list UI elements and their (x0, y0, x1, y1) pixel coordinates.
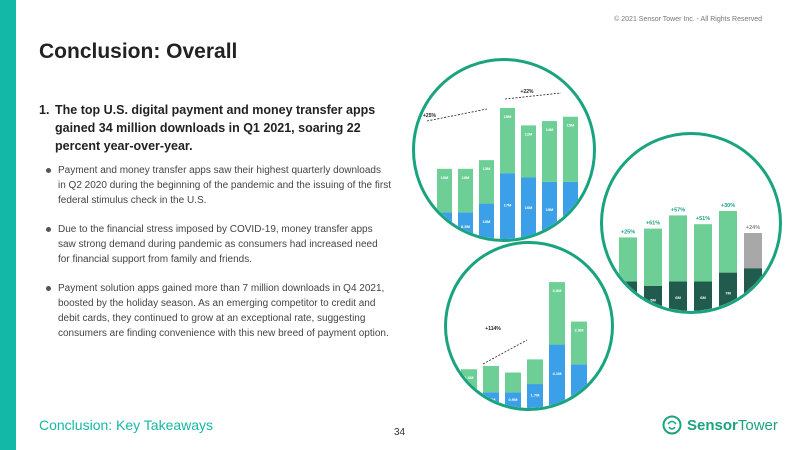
bar-segment-bottom (719, 272, 737, 311)
chart-circle-payment-solutions: 1.6M 1.2M 0.9M 1.7M 3.8M 4.1M 2.9M +114% (444, 241, 614, 411)
bar-segment-top (744, 233, 762, 269)
trend-arrow-line (504, 92, 562, 100)
bar-label-bottom: 4.1M (553, 371, 563, 376)
bar-label-top: 15M (504, 114, 512, 119)
bar-segment-bottom (521, 177, 536, 239)
bar-label-top: 13M (483, 166, 491, 171)
bar-label-top: 12M (525, 131, 533, 136)
bar-label-top: 10M (462, 175, 470, 180)
bar-segment-bottom (644, 285, 662, 311)
bar-segment-top (483, 365, 499, 393)
growth-annotation: +51% (696, 216, 710, 222)
bar-segment-bottom (542, 181, 557, 239)
bar-segment-bottom (571, 364, 587, 408)
bar-segment-top (500, 108, 515, 174)
bar-label-bottom: 6M (675, 295, 681, 300)
bar-label-bottom: 17M (504, 202, 512, 207)
bar-label-bottom: 16M (525, 205, 533, 210)
bar-segment-bottom (500, 173, 515, 239)
bullet-item: Payment and money transfer apps saw thei… (46, 163, 391, 208)
bar-segment-top (644, 228, 662, 286)
copyright-text: © 2021 Sensor Tower Inc. - All Rights Re… (614, 16, 762, 23)
bar-label-top: 2.9M (575, 328, 585, 333)
accent-side-bar (0, 0, 16, 450)
trend-arrow-line (426, 108, 488, 122)
bar-label-bottom: 7M (725, 290, 731, 295)
bar-segment-bottom (563, 181, 578, 239)
bar-segment-top (458, 168, 473, 213)
bar-label-top: 14M (546, 127, 554, 132)
bar-segment-bottom (479, 203, 494, 239)
bar-segment-bottom (437, 212, 452, 239)
page-title: Conclusion: Overall (39, 40, 238, 63)
heading-number: 1. (39, 103, 50, 117)
bar-segment-top (619, 237, 637, 282)
bar-segment-top (505, 372, 521, 393)
top-apps-chart: 5M 6M 6M 7M +25% +61% +57% +51% +30% +24% (619, 203, 762, 311)
bar-segment-top (694, 224, 712, 282)
bar-segment-bottom (458, 212, 473, 239)
bar-label-bottom: 5M (650, 298, 656, 303)
payment-solutions-chart: 1.6M 1.2M 0.9M 1.7M 3.8M 4.1M 2.9M +114% (461, 282, 587, 408)
bar-segment-top (521, 125, 536, 178)
growth-annotation: +61% (646, 221, 660, 227)
chart-circle-money-transfer: 10M 10M 8.5M 13M 10M 15M 17M 12M 16M 14M 15M 15M +25… (412, 58, 596, 242)
logo-text-bold: Sensor (687, 416, 738, 434)
bar-segment-bottom (461, 393, 477, 408)
bar-label-bottom: 1.2M (487, 397, 497, 402)
bar-segment-top (479, 160, 494, 204)
chart-circle-top-apps: 5M 6M 6M 7M +25% +61% +57% +51% +30% +24% (600, 132, 782, 314)
bar-segment-bottom (549, 344, 565, 408)
bar-segment-top (527, 359, 543, 385)
bar-label-bottom: 1.7M (531, 393, 541, 398)
bar-segment-bottom (694, 281, 712, 311)
bar-segment-bottom (505, 392, 521, 408)
bar-label-bottom: 6M (700, 295, 706, 300)
money-transfer-chart: 10M 10M 8.5M 13M 10M 15M 17M 12M 16M 14M 15M 15M +25… (423, 89, 578, 239)
bar-label-top: 1.6M (465, 375, 475, 380)
bar-label-top: 10M (441, 175, 449, 180)
bar-segment-top (461, 369, 477, 394)
growth-annotation: +24% (746, 225, 760, 231)
bullet-list: Payment and money transfer apps saw thei… (46, 163, 391, 355)
bar-segment-top (669, 215, 687, 282)
growth-annotation: +22% (521, 89, 534, 95)
growth-annotation: +114% (485, 326, 501, 332)
trend-arrow-line (482, 339, 528, 365)
bar-label-top: 3.8M (553, 288, 563, 293)
growth-annotation: +25% (423, 113, 436, 119)
bar-label-bottom: 8.5M (461, 224, 471, 229)
bar-segment-top (571, 321, 587, 365)
growth-annotation: +25% (621, 229, 635, 235)
page-number: 34 (394, 427, 406, 438)
bar-segment-bottom (483, 392, 499, 408)
bar-label-top: 15M (567, 123, 575, 128)
bar-segment-top (563, 116, 578, 182)
bar-segment-top (549, 282, 565, 345)
key-finding-heading: 1. The top U.S. digital payment and mone… (39, 101, 389, 155)
bar-segment-bottom (527, 384, 543, 408)
bar-label-bottom: 15M (546, 207, 554, 212)
logo-text-thin: Tower (737, 416, 778, 434)
sensor-tower-icon (662, 415, 682, 435)
bar-label-bottom: 10M (483, 219, 491, 224)
bullet-item: Payment solution apps gained more than 7… (46, 281, 391, 341)
bar-segment-top (437, 168, 452, 213)
bar-segment-bottom (669, 281, 687, 311)
footer-section-title: Conclusion: Key Takeaways (39, 417, 214, 433)
bar-segment-top (719, 211, 737, 273)
growth-annotation: +57% (671, 207, 685, 213)
heading-text: The top U.S. digital payment and money t… (55, 103, 376, 153)
growth-annotation: +30% (721, 203, 735, 209)
bar-segment-bottom (744, 268, 762, 311)
bar-segment-bottom (619, 281, 637, 311)
bullet-item: Due to the financial stress imposed by C… (46, 222, 391, 267)
sensor-tower-logo: SensorTower (662, 415, 778, 435)
bar-label-bottom: 0.9M (509, 397, 519, 402)
bar-segment-top (542, 121, 557, 182)
